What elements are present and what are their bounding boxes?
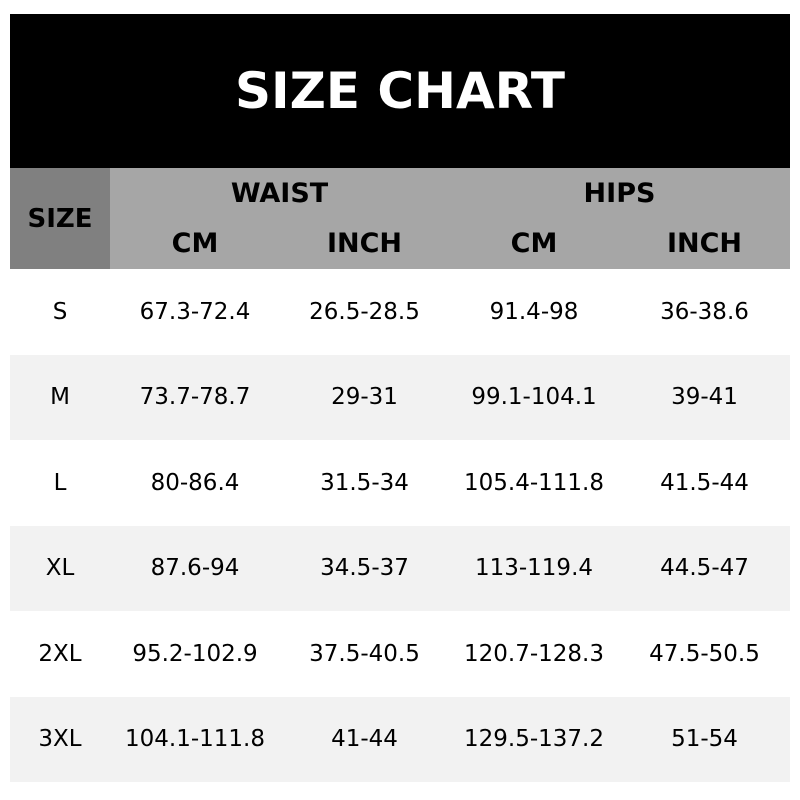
waist-group-header: WAIST [230, 177, 329, 209]
size-column-header: SIZE [10, 168, 110, 269]
hips-cm-cell: 99.1-104.1 [471, 384, 597, 410]
hips-inch-cell: 39-41 [671, 384, 738, 410]
hips-inch-cell: 36-38.6 [660, 298, 749, 325]
size-cell: M [50, 384, 70, 410]
size-cell: XL [45, 555, 75, 581]
hips-inch-cell: 47.5-50.5 [649, 640, 760, 667]
waist-cm-cell: 80-86.4 [150, 469, 240, 496]
hips-inch-header: INCH [666, 227, 743, 259]
size-cell: S [52, 298, 68, 325]
hips-inch-cell: 44.5-47 [660, 555, 749, 581]
header-band [110, 168, 790, 269]
waist-inch-header: INCH [326, 227, 403, 259]
waist-cm-cell: 67.3-72.4 [139, 298, 251, 325]
hips-group-header: HIPS [583, 177, 656, 209]
hips-cm-cell: 120.7-128.3 [464, 640, 604, 667]
waist-inch-cell: 37.5-40.5 [309, 640, 420, 667]
hips-inch-cell: 51-54 [671, 726, 738, 752]
waist-cm-cell: 87.6-94 [150, 555, 240, 581]
table-row: XL 87.6-94 34.5-37 113-119.4 44.5-47 [10, 525, 790, 611]
waist-inch-cell: 31.5-34 [320, 469, 409, 496]
hips-cm-cell: 129.5-137.2 [464, 726, 604, 752]
waist-inch-cell: 34.5-37 [320, 555, 409, 581]
size-cell: 2XL [38, 640, 82, 667]
waist-cm-cell: 95.2-102.9 [132, 640, 258, 667]
size-cell: L [53, 469, 67, 496]
table-row: S 67.3-72.4 26.5-28.5 91.4-98 36-38.6 [10, 269, 790, 354]
waist-cm-cell: 73.7-78.7 [139, 384, 251, 410]
waist-cm-cell: 104.1-111.8 [125, 726, 265, 752]
hips-cm-cell: 105.4-111.8 [464, 469, 604, 496]
size-cell: 3XL [38, 726, 82, 752]
table-row: L 80-86.4 31.5-34 105.4-111.8 41.5-44 [10, 440, 790, 525]
hips-cm-header: CM [510, 227, 558, 259]
waist-cm-header: CM [171, 227, 219, 259]
table-row: M 73.7-78.7 29-31 99.1-104.1 39-41 [10, 354, 790, 440]
hips-cm-cell: 113-119.4 [474, 555, 594, 581]
chart-title: SIZE CHART [10, 14, 790, 168]
waist-inch-cell: 29-31 [331, 384, 398, 410]
hips-cm-cell: 91.4-98 [489, 298, 579, 325]
table-row: 3XL 104.1-111.8 41-44 129.5-137.2 51-54 [10, 696, 790, 782]
hips-inch-cell: 41.5-44 [660, 469, 749, 496]
waist-inch-cell: 26.5-28.5 [309, 298, 420, 325]
table-row: 2XL 95.2-102.9 37.5-40.5 120.7-128.3 47.5-50… [10, 611, 790, 696]
waist-inch-cell: 41-44 [331, 726, 398, 752]
